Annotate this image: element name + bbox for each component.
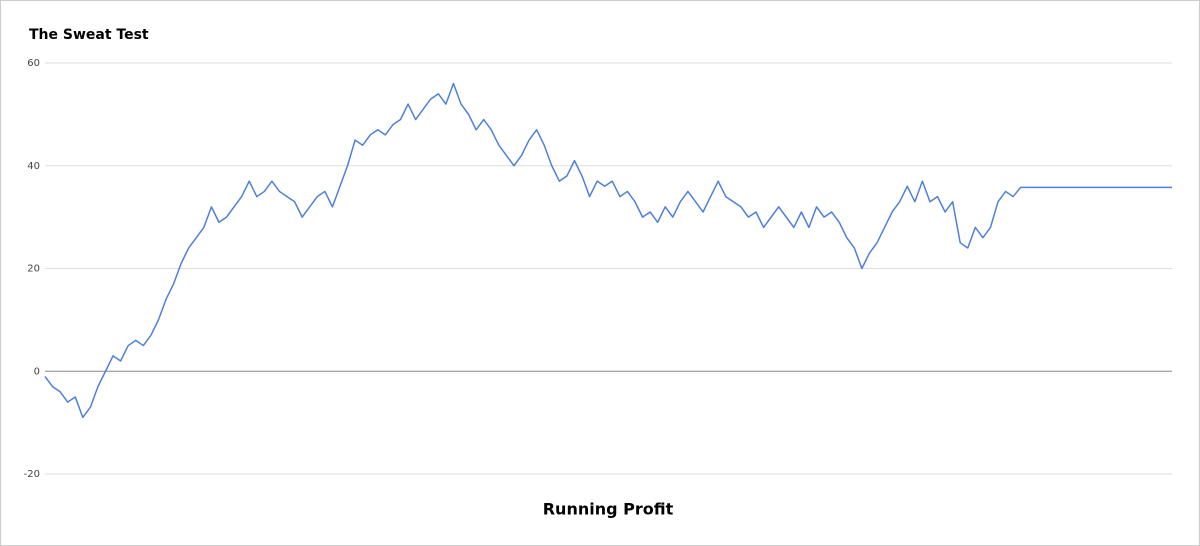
y-tick-label: -20	[24, 469, 40, 480]
chart-title: The Sweat Test	[29, 27, 149, 43]
y-tick-label: 40	[27, 161, 40, 172]
y-tick-label: 0	[34, 366, 40, 377]
y-tick-label: 20	[27, 264, 40, 275]
y-tick-label: 60	[27, 58, 40, 69]
x-axis-title: Running Profit	[543, 500, 674, 519]
data-line	[44, 82, 1172, 419]
